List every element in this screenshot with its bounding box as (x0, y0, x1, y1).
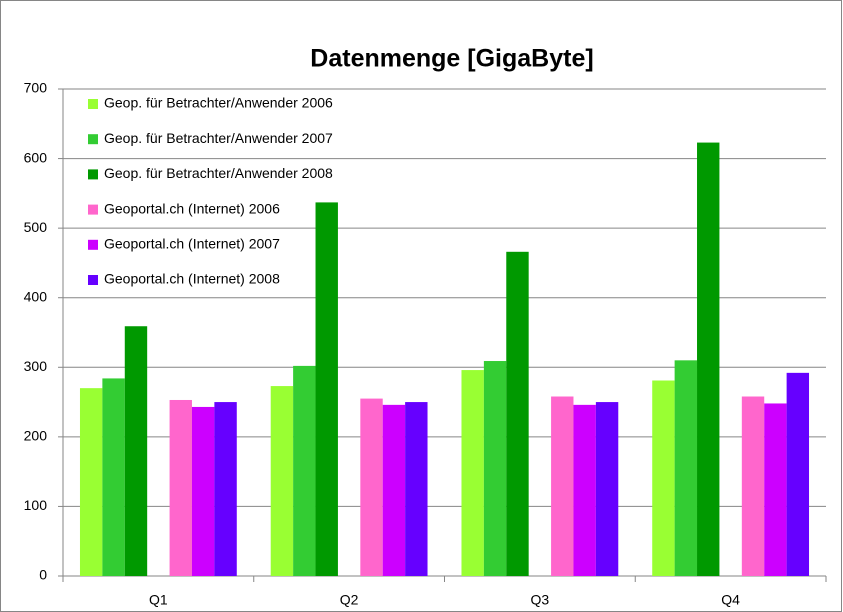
bar (741, 396, 765, 576)
x-tick-label: Q2 (340, 592, 359, 608)
bar (315, 202, 338, 576)
bar (674, 360, 698, 576)
x-tick-label: Q3 (531, 592, 550, 608)
bar (293, 365, 316, 576)
y-tick-label: 400 (24, 288, 48, 304)
legend-label: Geop. für Betrachter/Anwender 2006 (104, 95, 333, 111)
x-tick-label: Q1 (149, 592, 168, 608)
legend-swatch (88, 204, 98, 215)
chart-title: Datenmenge [GigaByte] (310, 45, 593, 73)
legend-label: Geoportal.ch (Internet) 2006 (104, 200, 280, 216)
y-tick-label: 600 (24, 149, 48, 165)
legend-label: Geop. für Betrachter/Anwender 2008 (104, 165, 333, 181)
y-tick-label: 500 (24, 219, 48, 235)
bar (214, 402, 237, 576)
y-tick-label: 100 (24, 497, 48, 513)
legend-label: Geoportal.ch (Internet) 2007 (104, 236, 280, 252)
bar (405, 402, 428, 576)
bar (697, 142, 720, 576)
y-tick-label: 200 (24, 428, 48, 444)
bar (483, 361, 507, 576)
bar (652, 380, 675, 576)
y-tick-label: 0 (39, 567, 47, 583)
legend-label: Geoportal.ch (Internet) 2008 (104, 271, 280, 287)
bar (595, 402, 619, 576)
legend-swatch (88, 99, 98, 109)
bar (506, 251, 529, 576)
y-tick-label: 300 (24, 358, 48, 374)
bar (461, 370, 484, 576)
bar (786, 372, 810, 576)
bar (124, 326, 148, 576)
bar (573, 404, 596, 576)
bar (191, 406, 215, 576)
y-tick-label: 700 (24, 80, 48, 96)
x-tick-label: Q4 (721, 592, 740, 608)
bar (102, 378, 125, 576)
bar (382, 404, 406, 576)
bar (270, 386, 294, 576)
bar (169, 399, 192, 576)
legend-swatch (88, 169, 98, 180)
legend-swatch (88, 275, 98, 285)
bar (79, 388, 103, 576)
legend-swatch (88, 134, 98, 145)
legend-label: Geop. für Betrachter/Anwender 2007 (104, 130, 333, 146)
legend-swatch (88, 239, 98, 250)
bar (551, 396, 574, 576)
bar (764, 403, 787, 576)
bar (360, 398, 383, 576)
